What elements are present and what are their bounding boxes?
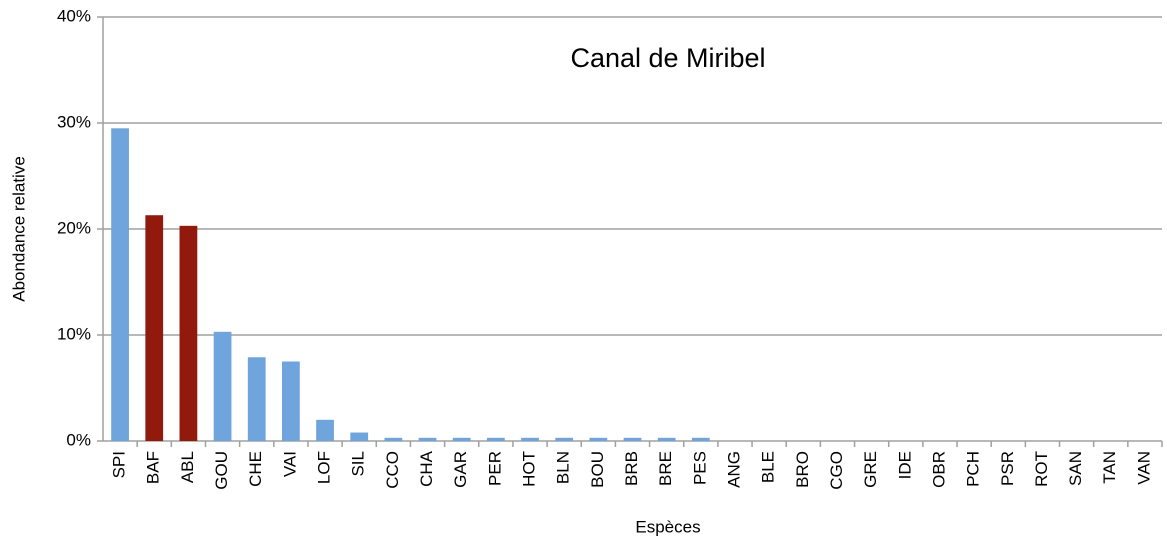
x-tick-label: TAN: [1100, 451, 1119, 484]
x-tick-label: BLN: [554, 451, 573, 484]
bar: [247, 357, 266, 441]
bar: [555, 437, 574, 441]
x-tick-label: ROT: [1032, 451, 1051, 487]
y-tick-label: 30%: [57, 112, 91, 131]
x-tick-label: GRE: [861, 451, 880, 488]
x-tick-label: BRO: [793, 451, 812, 488]
y-tick-label: 10%: [57, 324, 91, 343]
bar: [521, 437, 539, 441]
x-tick-label: GOU: [212, 451, 231, 490]
x-tick-label: IDE: [895, 451, 914, 479]
bar: [179, 225, 198, 441]
bar: [213, 331, 232, 441]
bar: [589, 437, 608, 441]
x-tick-label: LOF: [315, 451, 334, 484]
bar: [691, 437, 710, 441]
x-tick-label: SAN: [1066, 451, 1085, 486]
bar: [418, 437, 437, 441]
x-tick-label: CCO: [383, 451, 402, 489]
x-tick-label: SPI: [110, 451, 129, 478]
x-tick-label: BOU: [588, 451, 607, 488]
bar: [282, 361, 300, 441]
bar: [145, 215, 164, 441]
x-tick-label: GAR: [451, 451, 470, 488]
x-tick-label: CGO: [827, 451, 846, 490]
bar: [350, 432, 369, 441]
x-tick-label: HOT: [520, 451, 539, 487]
y-axis-label: Abondance relative: [9, 156, 28, 302]
x-tick-label: PSR: [998, 451, 1017, 486]
x-tick-label: PCH: [964, 451, 983, 487]
x-tick-label: PER: [485, 451, 504, 486]
bar: [623, 437, 642, 441]
x-tick-label: OBR: [929, 451, 948, 488]
y-tick-label: 0%: [66, 430, 91, 449]
x-tick-label: BRE: [656, 451, 675, 486]
chart-title: Canal de Miribel: [570, 43, 765, 73]
x-tick-label: SIL: [349, 451, 368, 477]
bar: [486, 437, 505, 441]
x-tick-label: VAI: [280, 451, 299, 477]
y-tick-label: 20%: [57, 218, 91, 237]
bar: [316, 419, 334, 441]
x-tick-label: CHE: [246, 451, 265, 487]
x-tick-label: ABL: [178, 451, 197, 483]
x-tick-label: BLE: [759, 451, 778, 483]
x-tick-label: PES: [690, 451, 709, 485]
x-tick-label: BAF: [144, 451, 163, 484]
bar: [111, 128, 129, 442]
x-tick-label: ANG: [724, 451, 743, 488]
bar: [452, 437, 471, 441]
y-tick-label: 40%: [57, 6, 91, 25]
x-tick-label: BRB: [622, 451, 641, 486]
x-tick-label: VAN: [1134, 451, 1153, 485]
bar: [657, 437, 676, 441]
x-axis-label: Espèces: [635, 517, 700, 536]
x-tick-label: CHA: [417, 450, 436, 487]
bar: [384, 437, 403, 441]
